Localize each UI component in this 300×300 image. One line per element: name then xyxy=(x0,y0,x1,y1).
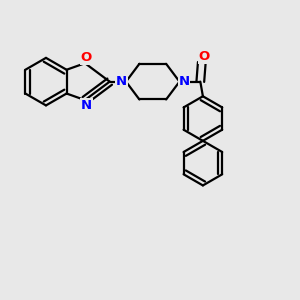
Text: N: N xyxy=(178,75,190,88)
Text: O: O xyxy=(81,51,92,64)
Text: N: N xyxy=(81,99,92,112)
Text: N: N xyxy=(116,75,127,88)
Text: O: O xyxy=(199,50,210,63)
